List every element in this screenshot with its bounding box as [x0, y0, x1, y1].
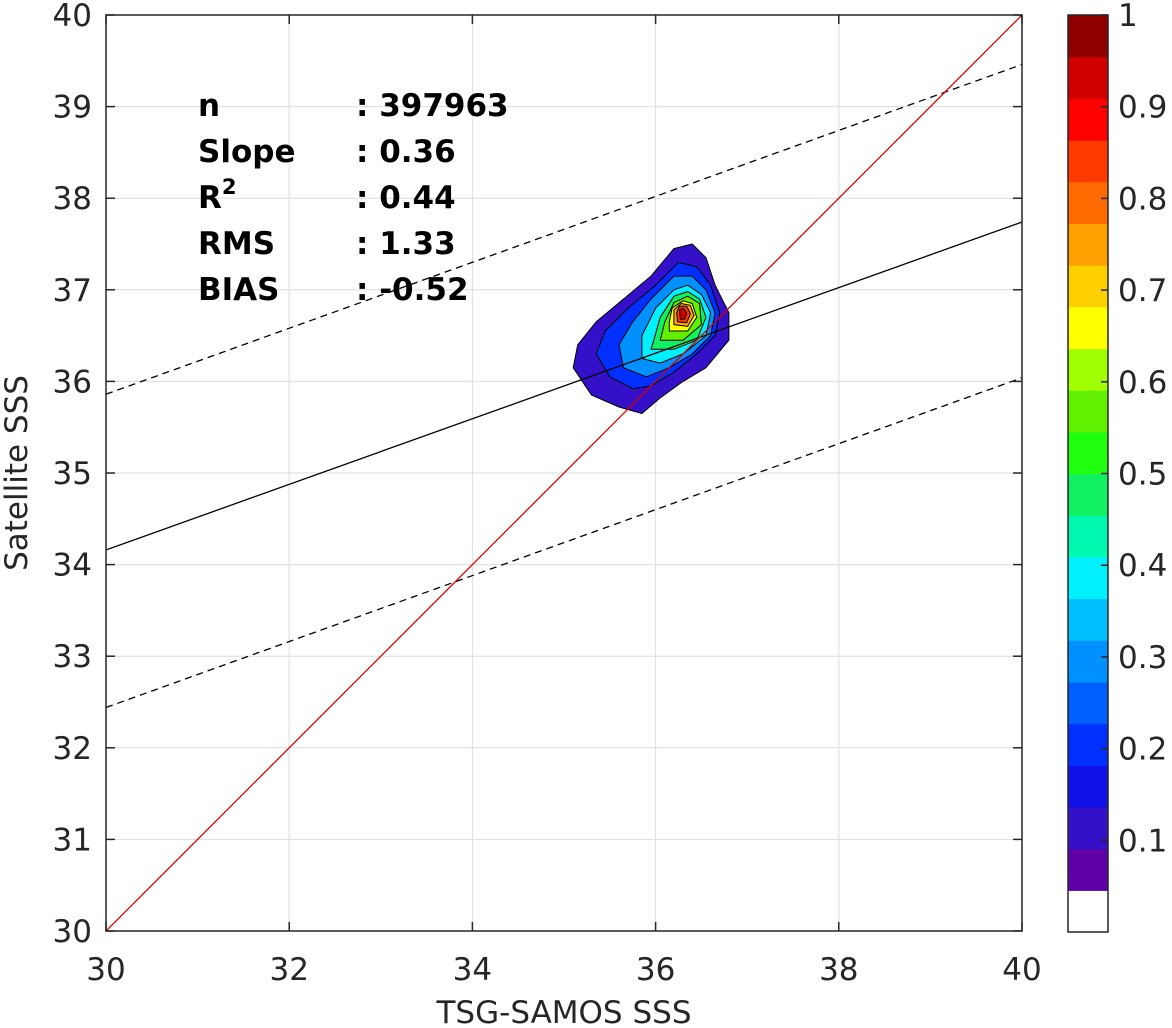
- axis-ticks: 30 32 34 36 38 40 30 31 32 33 34 35 36 37 38 39 40: [53, 0, 1042, 988]
- colorbar-bands: [1068, 15, 1108, 933]
- colorbar-tick-label: 0.2: [1118, 732, 1167, 768]
- colorbar-band: [1068, 140, 1108, 183]
- colorbar-tick-label: 0.4: [1118, 548, 1167, 584]
- colorbar-band: [1068, 681, 1108, 725]
- colorbar-band: [1068, 723, 1108, 766]
- x-tick-label: 32: [269, 952, 308, 988]
- colorbar-band: [1068, 556, 1108, 600]
- colorbar-band: [1068, 181, 1108, 225]
- y-tick-label: 34: [53, 548, 92, 584]
- y-tick-label: 39: [53, 90, 92, 126]
- colorbar-tick-label: 0.3: [1118, 640, 1167, 676]
- one-to-one-line: [106, 15, 1022, 931]
- colorbar-ticks: 0.1 0.2 0.3 0.4 0.5 0.6 0.7 0.8 0.9 1: [1101, 0, 1167, 859]
- colorbar-tick-label: 0.8: [1118, 181, 1167, 217]
- stat-value: : 0.36: [356, 134, 456, 170]
- colorbar-band: [1068, 431, 1108, 475]
- colorbar-tick-label: 0.1: [1118, 823, 1167, 859]
- y-tick-label: 35: [53, 456, 92, 492]
- y-tick-label: 40: [53, 0, 92, 34]
- colorbar-band: [1068, 806, 1108, 850]
- x-axis-title: TSG-SAMOS SSS: [436, 995, 692, 1028]
- colorbar-tick-label: 0.5: [1118, 457, 1167, 493]
- density-contours: [572, 243, 730, 414]
- colorbar-tick-label: 1: [1118, 0, 1138, 34]
- colorbar-tick-label: 0.9: [1118, 90, 1167, 126]
- stat-label: n: [198, 88, 220, 124]
- y-tick-label: 33: [53, 639, 92, 675]
- y-tick-label: 38: [53, 181, 92, 217]
- colorbar-band: [1068, 598, 1108, 641]
- colorbar-band: [1068, 265, 1108, 308]
- stat-value: : 0.44: [356, 180, 456, 216]
- colorbar-band: [1068, 848, 1108, 891]
- colorbar-band: [1068, 640, 1108, 683]
- density-contour: [678, 307, 688, 320]
- fit-lines: [106, 15, 1022, 931]
- x-tick-label: 36: [636, 952, 675, 988]
- colorbar-band: [1068, 765, 1108, 808]
- y-tick-label: 31: [53, 822, 92, 858]
- x-tick-label: 30: [86, 952, 125, 988]
- colorbar-band: [1068, 890, 1108, 933]
- y-tick-label: 37: [53, 273, 92, 309]
- gridlines: [105, 14, 1023, 932]
- stat-value: : -0.52: [356, 272, 469, 308]
- colorbar-tick-label: 0.6: [1118, 365, 1167, 401]
- stat-label: Slope: [198, 134, 295, 170]
- colorbar: 0.1 0.2 0.3 0.4 0.5 0.6 0.7 0.8 0.9 1: [1067, 0, 1167, 933]
- colorbar-band: [1068, 515, 1108, 558]
- colorbar-band: [1068, 223, 1108, 266]
- colorbar-band: [1068, 98, 1108, 141]
- regression-line: [106, 221, 1022, 551]
- y-tick-label: 32: [53, 731, 92, 767]
- x-tick-label: 40: [1002, 952, 1041, 988]
- y-axis-title: Satellite SSS: [0, 375, 35, 571]
- stat-superscript: 2: [222, 175, 237, 199]
- colorbar-tick-label: 0.7: [1118, 273, 1167, 309]
- colorbar-band: [1068, 56, 1108, 99]
- colorbar-band: [1068, 348, 1108, 391]
- stat-label: RMS: [198, 226, 275, 262]
- lower-bound-line: [106, 377, 1022, 709]
- colorbar-band: [1068, 390, 1108, 433]
- stat-value: : 1.33: [356, 226, 456, 262]
- colorbar-band: [1068, 473, 1108, 516]
- colorbar-band: [1068, 15, 1108, 58]
- x-tick-label: 34: [453, 952, 492, 988]
- stat-label: BIAS: [198, 272, 279, 308]
- upper-bound-line: [106, 63, 1022, 395]
- x-tick-label: 38: [819, 952, 858, 988]
- colorbar-band: [1068, 306, 1108, 350]
- stat-value: : 397963: [356, 88, 509, 124]
- y-tick-label: 36: [53, 364, 92, 400]
- y-tick-label: 30: [53, 914, 92, 950]
